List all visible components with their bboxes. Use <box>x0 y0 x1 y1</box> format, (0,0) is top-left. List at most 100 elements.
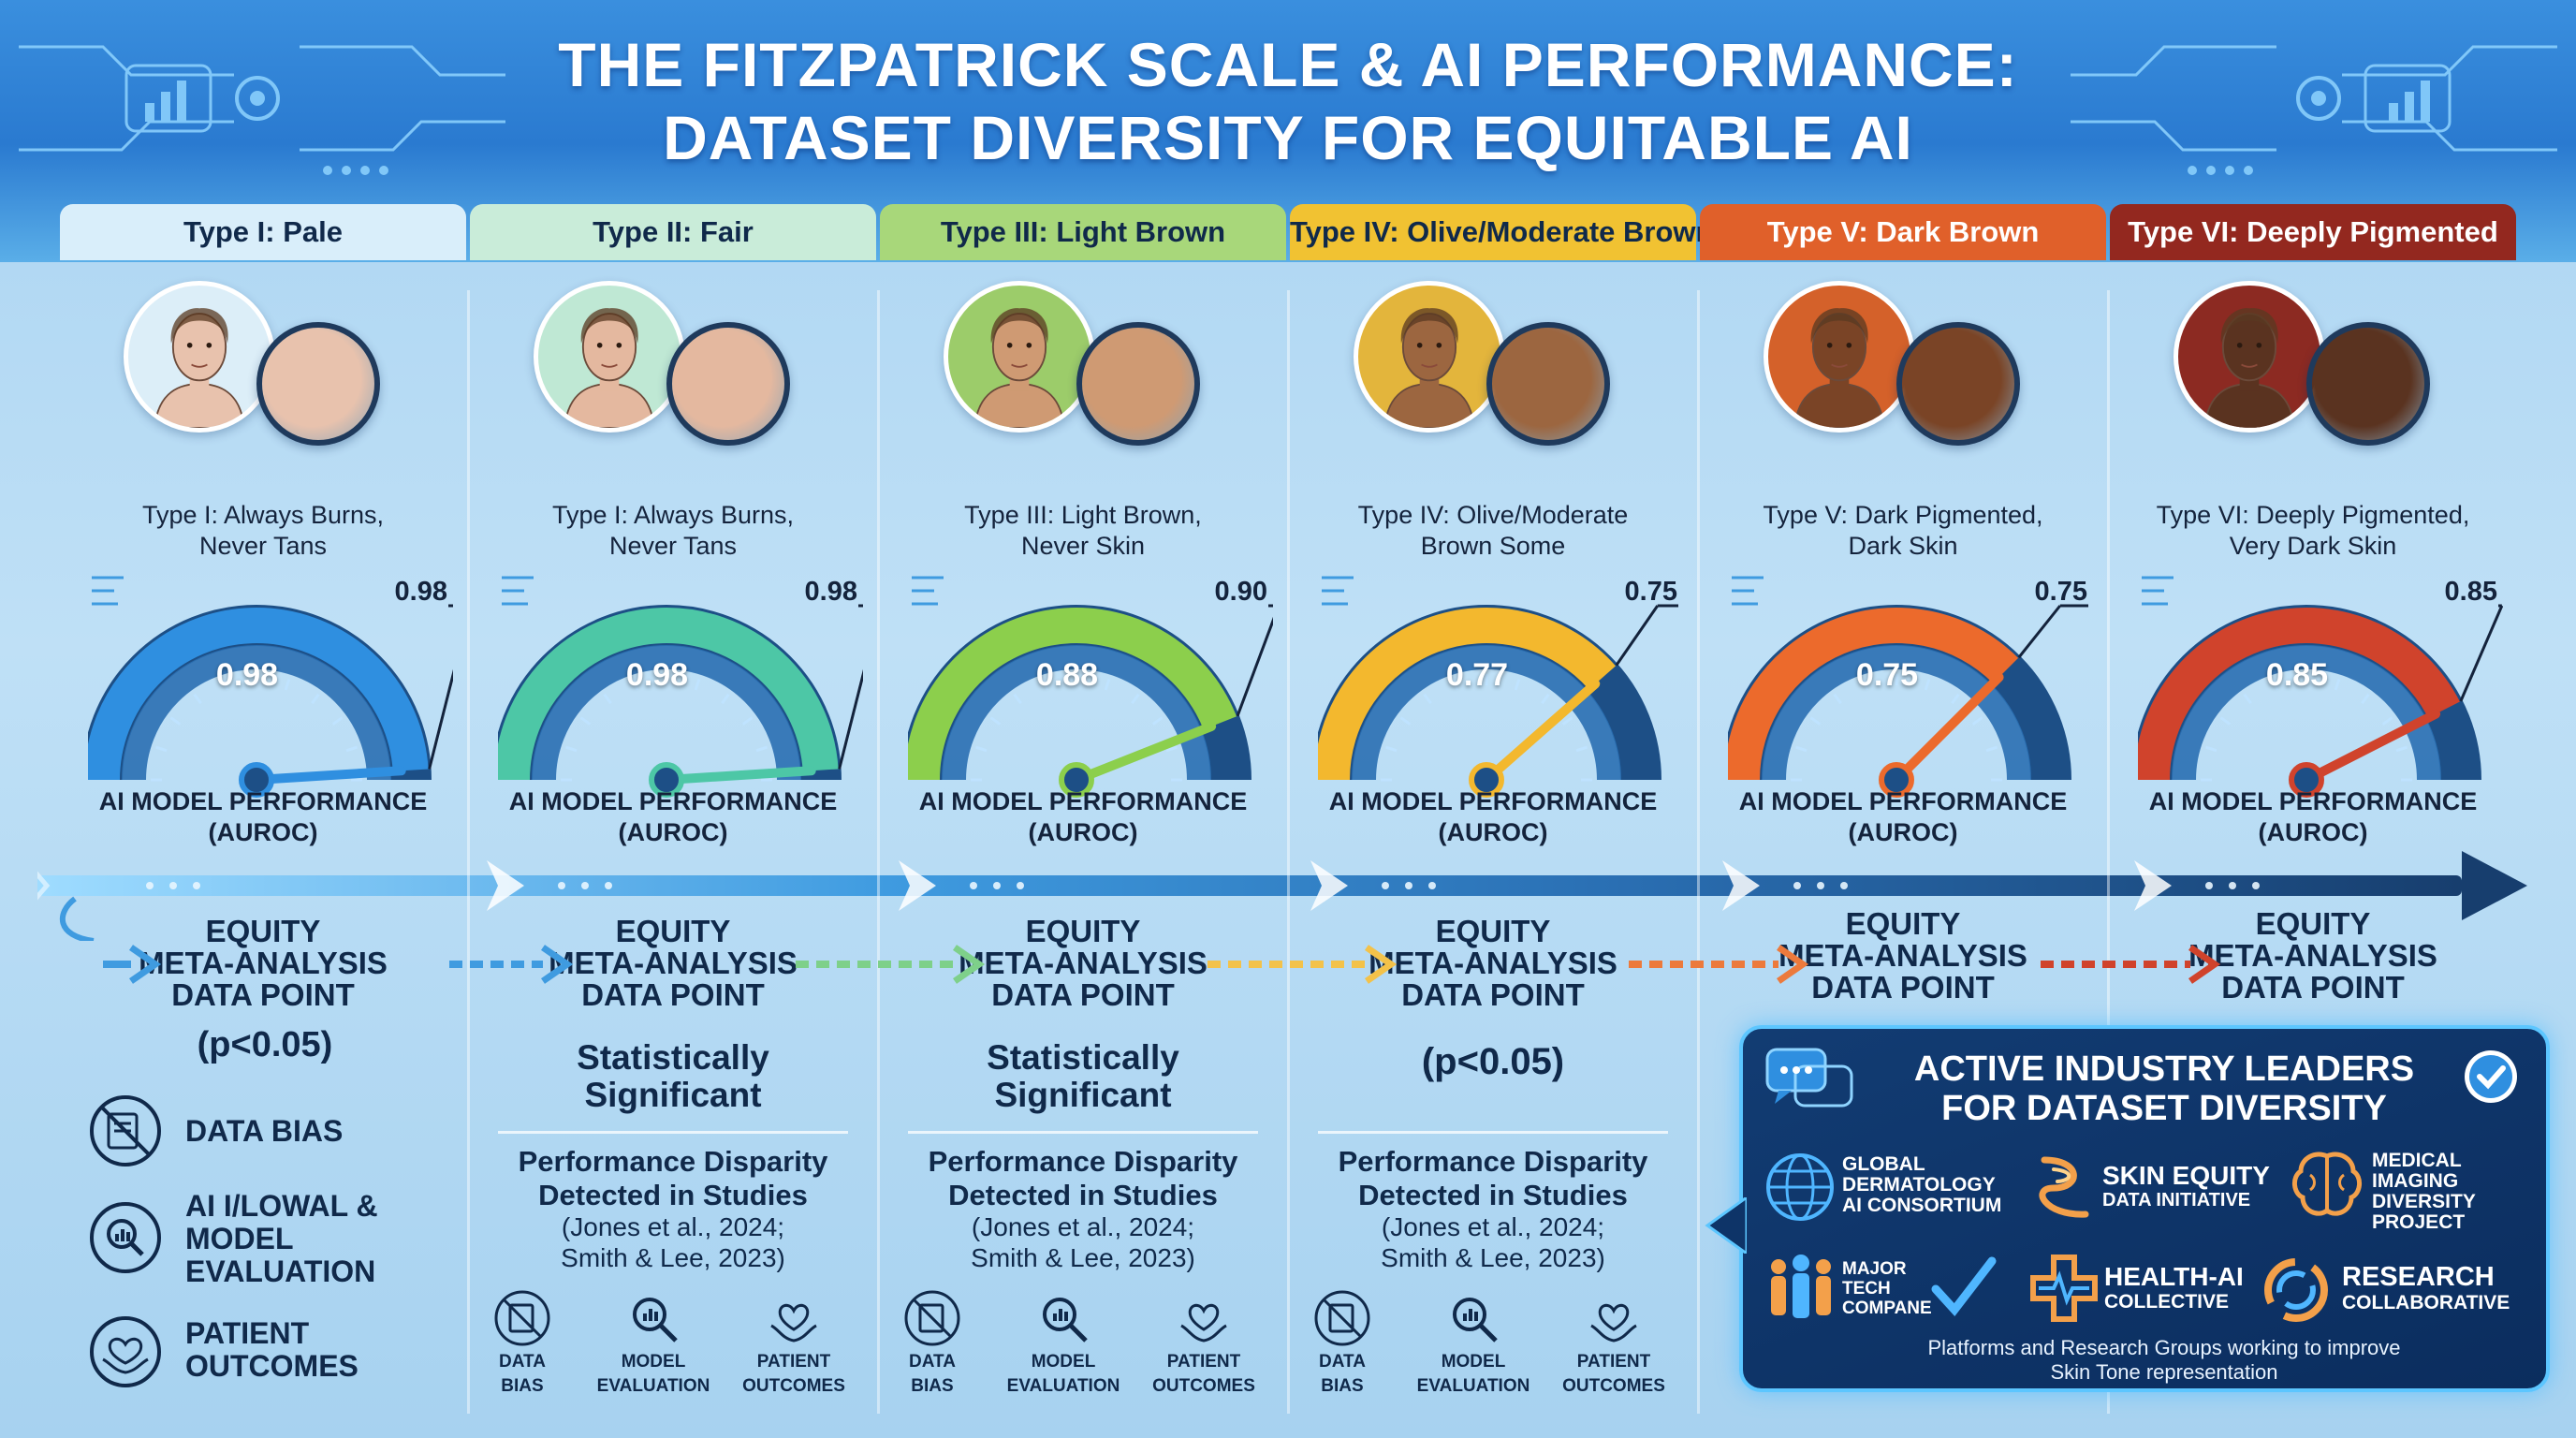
skin-type-description: Type V: Dark Pigmented, Dark Skin <box>1700 500 2106 562</box>
description-line: Type VI: Deeply Pigmented, <box>2156 501 2470 529</box>
gauge-fill <box>1318 608 1617 781</box>
list-item-line: AI I/LOWAL & <box>185 1189 378 1223</box>
description-line: Never Tans <box>198 532 328 560</box>
equity-label-line: EQUITY <box>1025 914 1141 948</box>
disparity-line: Performance Disparity <box>1338 1145 1648 1178</box>
auroc-gauge <box>88 576 453 798</box>
equity-label-line: DATA POINT <box>991 977 1175 1012</box>
gauge-tick <box>755 745 768 753</box>
auroc-gauge <box>1318 576 1678 798</box>
gauge-reference-value: 0.85 <box>2444 577 2497 607</box>
performance-label: AI MODEL PERFORMANCE (AUROC) <box>2110 786 2516 848</box>
significance-line: Statistically <box>987 1038 1179 1077</box>
gauge-hub <box>1879 762 1914 798</box>
gauge-tick <box>2361 693 2370 705</box>
gauge-tick <box>1951 693 1960 705</box>
org-medical-imaging: MEDICAL IMAGING DIVERSITY PROJECT <box>2372 1151 2476 1233</box>
mini-label: PATIENT <box>1576 1352 1651 1372</box>
portrait-avatar <box>1354 281 1505 433</box>
skin-sample <box>256 322 380 446</box>
gauge-tick <box>1833 693 1842 705</box>
skin-type-tab[interactable]: Type I: Pale <box>60 204 466 260</box>
equity-label: EQUITY META-ANALYSIS DATA POINT <box>2110 908 2516 1004</box>
gauge-tick <box>331 716 344 726</box>
gauge-tick <box>632 679 639 691</box>
portrait-avatar <box>534 281 685 433</box>
divider <box>1318 1131 1668 1134</box>
mini-label: EVALUATION <box>1006 1376 1120 1396</box>
gauge-tick <box>345 745 358 753</box>
equity-label: EQUITY META-ANALYSIS DATA POINT <box>470 916 876 1011</box>
gauge-tick <box>2272 679 2279 691</box>
performance-label-line: (AUROC) <box>618 818 728 846</box>
gauge-tick <box>2219 716 2232 726</box>
gauge-tick <box>1575 745 1588 753</box>
gauge-tick <box>579 716 592 726</box>
skin-type-tab[interactable]: Type V: Dark Brown <box>1700 204 2106 260</box>
gauge-tick <box>284 679 291 691</box>
sub-flow-arrows <box>103 945 2221 984</box>
sub-arrow <box>2041 945 2221 984</box>
skin-type-tab[interactable]: Type II: Fair <box>470 204 876 260</box>
significance-line: Significant <box>584 1076 762 1114</box>
mini-patient-outcomes: PATIENT OUTCOMES <box>1138 1288 1269 1397</box>
gauge-reference-value: 0.75 <box>1624 577 1677 607</box>
panel-title-line: FOR DATASET DIVERSITY <box>1941 1089 2387 1128</box>
mini-label: MODEL <box>1441 1352 1506 1372</box>
col1-list-item-data-bias: DATA BIAS <box>185 1115 541 1148</box>
gauge-inner <box>942 645 1211 781</box>
gauge-tick <box>1165 745 1178 753</box>
data-bias-icon <box>904 1290 960 1346</box>
equity-label-line: EQUITY <box>1845 906 1961 941</box>
divider <box>498 1131 848 1134</box>
mini-label: DATA <box>499 1352 546 1372</box>
mini-label: EVALUATION <box>1416 1376 1530 1396</box>
performance-label-line: (AUROC) <box>1848 818 1958 846</box>
data-bias-icon <box>1314 1290 1370 1346</box>
mini-label: OUTCOMES <box>1152 1376 1255 1396</box>
mini-label: BIAS <box>1321 1376 1364 1396</box>
description-line: Type IV: Olive/Moderate <box>1357 501 1629 529</box>
patient-outcomes-icon <box>770 1303 817 1343</box>
mini-patient-outcomes: PATIENT OUTCOMES <box>1548 1288 1679 1397</box>
gauge-tick <box>1399 716 1412 726</box>
org-line: MEDICAL <box>2372 1150 2462 1171</box>
gauge-tick <box>2243 693 2252 705</box>
org-line: COLLABORATIVE <box>2342 1292 2510 1313</box>
skin-type-tab[interactable]: Type III: Light Brown <box>880 204 1286 260</box>
list-item-line: EVALUATION <box>185 1255 376 1288</box>
patient-outcomes-icon <box>1180 1303 1227 1343</box>
performance-label-line: AI MODEL PERFORMANCE <box>918 787 1248 815</box>
skin-type-description: Type I: Always Burns, Never Tans <box>470 500 876 562</box>
mini-data-bias: DATA BIAS <box>466 1288 578 1397</box>
gauge-tick <box>1862 679 1869 691</box>
equity-label-line: EQUITY <box>2255 906 2371 941</box>
gauge-tick <box>1452 679 1459 691</box>
gauge-tick <box>155 745 168 753</box>
disparity-line: Detected in Studies <box>538 1179 808 1211</box>
gauge-inner <box>122 645 391 781</box>
col1-list-item-patient-outcomes: PATIENT OUTCOMES <box>185 1317 541 1383</box>
org-line: COLLECTIVE <box>2104 1291 2230 1313</box>
divider <box>908 1131 1258 1134</box>
gauge-tick <box>989 716 1002 726</box>
skin-sample <box>666 322 790 446</box>
significance-line: Statistically <box>577 1038 769 1077</box>
gauge-tick <box>975 745 988 753</box>
equity-label-line: META-ANALYSIS <box>959 946 1208 980</box>
gauge-hub <box>649 762 684 798</box>
gauge-callout-line <box>1615 605 1660 667</box>
description-line: Type III: Light Brown, <box>964 501 1202 529</box>
people-icon <box>1771 1255 1831 1318</box>
sub-arrow <box>449 945 574 984</box>
skin-type-tab[interactable]: Type IV: Olive/Moderate Brown <box>1290 204 1713 260</box>
gauge-needle <box>1072 721 1217 785</box>
skin-type-tab[interactable]: Type VI: Deeply Pigmented <box>2110 204 2516 260</box>
column-separator <box>1697 290 1700 1414</box>
citation-line: (Jones et al., 2024; <box>971 1212 1195 1241</box>
health-cross-icon <box>2030 1255 2098 1322</box>
skin-type-description: Type I: Always Burns, Never Tans <box>60 500 466 562</box>
column-separator <box>2107 290 2110 1414</box>
performance-label: AI MODEL PERFORMANCE (AUROC) <box>1290 786 1696 848</box>
skin-sample <box>1486 322 1610 446</box>
